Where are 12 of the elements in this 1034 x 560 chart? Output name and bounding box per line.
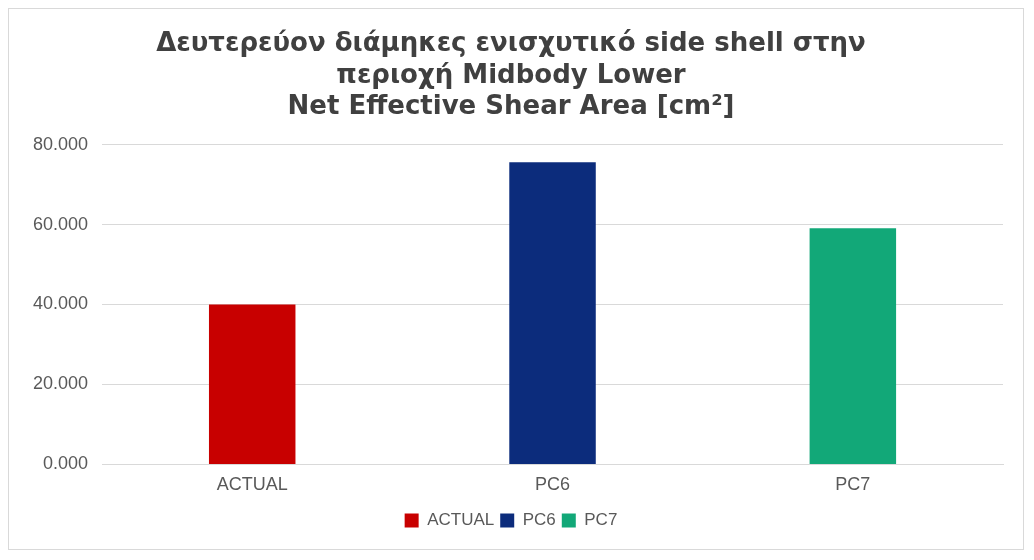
y-tick-label: 0.000 xyxy=(43,453,89,474)
x-tick-label: PC6 xyxy=(535,474,571,495)
legend-label: ACTUAL xyxy=(427,510,495,530)
y-tick-label: 80.000 xyxy=(32,133,89,154)
y-tick-label: 20.000 xyxy=(32,373,89,394)
chart-title: Δευτερεύον διάμηκες ενισχυτικό side shell στην περιοχή Midbody Lower Net Effective Shear Area [cm²] xyxy=(156,27,866,120)
x-tick-label: PC7 xyxy=(835,474,871,495)
legend-label: PC6 xyxy=(522,510,556,530)
x-tick-label: ACTUAL xyxy=(216,474,288,495)
legend-label: PC7 xyxy=(584,510,618,530)
y-tick-label: 60.000 xyxy=(32,213,89,234)
y-tick-label: 40.000 xyxy=(32,293,89,314)
